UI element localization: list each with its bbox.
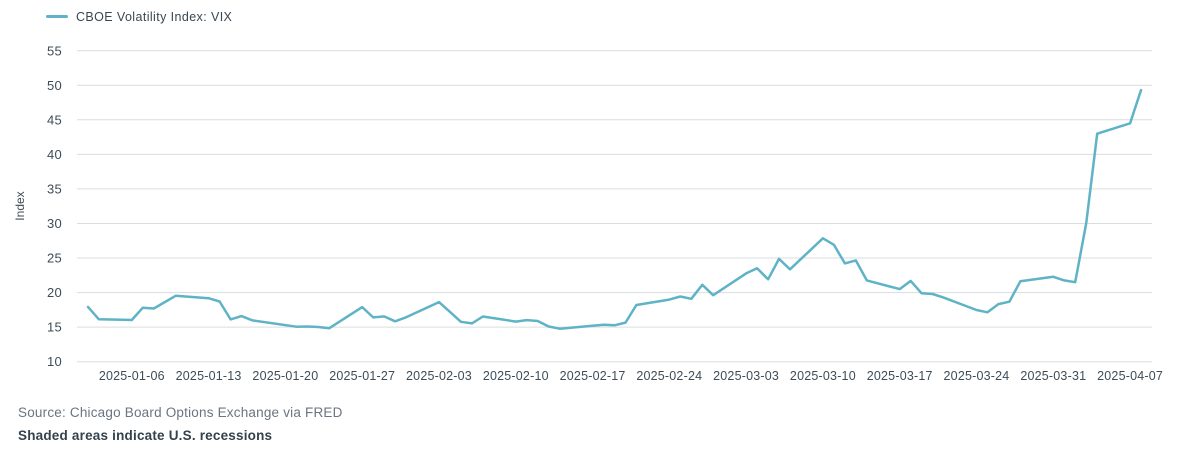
y-tick-labels: 10 15 20 25 30 35 40 45 50 55 [47, 43, 62, 369]
x-tick-label: 2025-03-17 [867, 369, 933, 383]
x-tick-label: 2025-03-10 [790, 369, 856, 383]
y-tick-label: 15 [47, 320, 62, 335]
y-tick-label: 25 [47, 251, 62, 266]
footer: Source: Chicago Board Options Exchange v… [18, 401, 343, 447]
legend-line-swatch [46, 15, 68, 18]
y-tick-label: 45 [47, 112, 62, 127]
y-tick-label: 10 [47, 354, 62, 369]
vix-line-series [86, 88, 1143, 330]
y-axis-title: Index [13, 191, 27, 220]
x-tick-label: 2025-01-20 [252, 369, 318, 383]
y-tick-label: 40 [47, 147, 62, 162]
gridlines [77, 50, 1152, 363]
y-tick-label: 50 [47, 78, 62, 93]
x-tick-label: 2025-02-24 [636, 369, 702, 383]
x-tick-label: 2025-01-13 [176, 369, 242, 383]
x-tick-labels: 2025-01-06 2025-01-13 2025-01-20 2025-01-27… [99, 369, 1163, 383]
source-text: Source: Chicago Board Options Exchange v… [18, 405, 343, 420]
y-tick-label: 20 [47, 285, 62, 300]
legend-label: CBOE Volatility Index: VIX [76, 9, 233, 24]
y-tick-label: 30 [47, 216, 62, 231]
x-tick-label: 2025-03-31 [1020, 369, 1086, 383]
x-tick-label: 2025-02-03 [406, 369, 472, 383]
x-tick-label: 2025-01-27 [329, 369, 395, 383]
x-tick-label: 2025-03-03 [713, 369, 779, 383]
y-tick-label: 55 [47, 43, 62, 58]
x-tick-label: 2025-04-07 [1097, 369, 1163, 383]
x-tick-label: 2025-01-06 [99, 369, 165, 383]
y-tick-label: 35 [47, 181, 62, 196]
x-tick-label: 2025-02-10 [483, 369, 549, 383]
vix-line-chart: 10 15 20 25 30 35 40 45 50 55 2025-01-06 2025-01-1… [13, 43, 1163, 383]
recession-note: Shaded areas indicate U.S. recessions [18, 428, 273, 443]
x-tick-label: 2025-03-24 [944, 369, 1010, 383]
legend: CBOE Volatility Index: VIX [46, 9, 232, 24]
x-tick-label: 2025-02-17 [560, 369, 626, 383]
